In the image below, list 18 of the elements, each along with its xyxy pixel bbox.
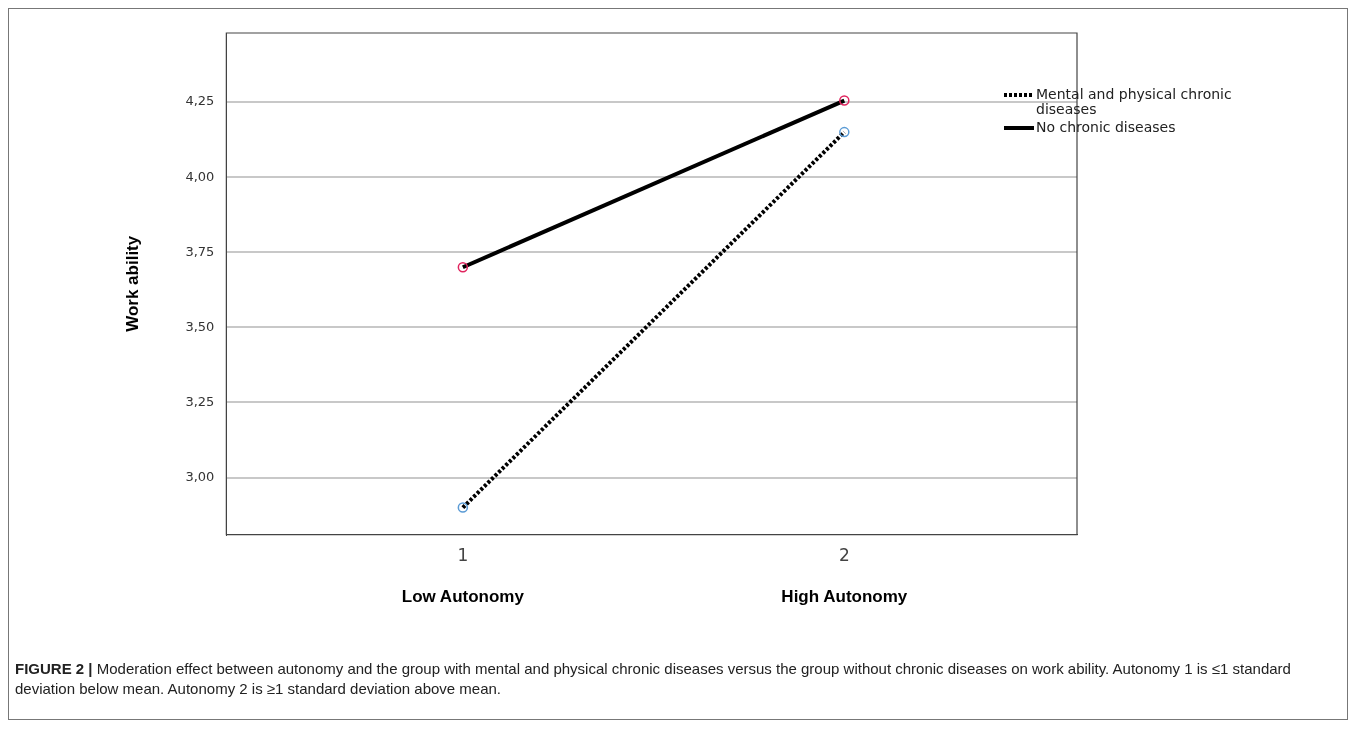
point	[457, 502, 469, 513]
caption: FIGURE 2 | Moderation effect between autonomy and the group with mental and physical chronic diseases versus the group without chronic diseases on work ability. Autonomy 1 is ≤1 standard deviation below mean. Autonomy 2 is ≥1 standard deviation above mean.	[15, 659, 1292, 699]
x-tick-label: 1	[457, 545, 469, 566]
legend-label: Mental and physical chronic diseases	[1036, 86, 1233, 117]
y-axis-title: Work ability	[122, 235, 142, 332]
point	[839, 126, 850, 138]
y-tick-label: 3,00	[185, 468, 215, 484]
y-tick-label: 4,00	[185, 168, 215, 184]
legend-label: No chronic diseases	[1036, 119, 1176, 135]
y-tick-label: 4,25	[185, 93, 215, 109]
y-tick-label: 3,75	[185, 243, 215, 259]
text: Low Autonomy	[401, 587, 525, 607]
y-tick-label: 3,50	[185, 318, 215, 334]
x-tick-label: 2	[838, 545, 850, 566]
y-tick-label: 3,25	[185, 393, 215, 409]
point	[457, 262, 469, 273]
point	[839, 95, 850, 106]
text: High Autonomy	[781, 587, 908, 607]
